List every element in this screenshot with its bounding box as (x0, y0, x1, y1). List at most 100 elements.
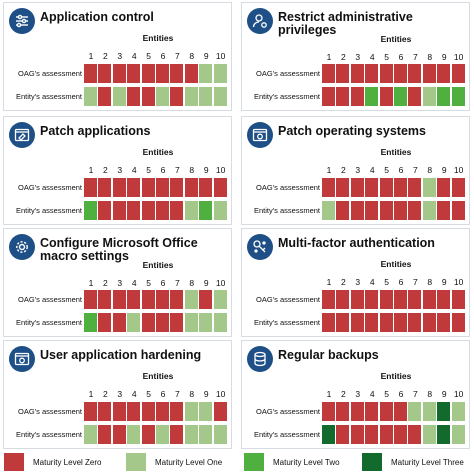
x-tick-label: 3 (117, 389, 123, 399)
heatmap-cell (84, 425, 97, 444)
heatmap-cell (127, 425, 141, 444)
heatmap-cell (112, 425, 126, 444)
heatmap-cell (336, 290, 350, 309)
heatmap-cell (322, 178, 335, 197)
panel-title: Restrict administrative privileges (278, 10, 413, 37)
heatmap-cell (350, 201, 364, 220)
heatmap-cell (394, 402, 407, 421)
heatmap-cell (112, 87, 126, 106)
heatmap-cell (141, 178, 155, 197)
x-tick-label: 7 (413, 277, 418, 287)
row-label-entity: Entity's assessment (15, 92, 82, 101)
row-label-oag: OAG's assessment (18, 69, 82, 78)
row-label-oag: OAG's assessment (256, 183, 320, 192)
x-tick-label: 8 (189, 389, 195, 399)
panel-7: User application hardening Entities 1 2 3 4 5 6… (3, 340, 232, 449)
heatmap-cell (98, 290, 112, 309)
x-tick-label: 4 (131, 389, 137, 399)
heatmap-cell (156, 201, 169, 220)
heatmap-cell (141, 425, 155, 444)
panel-8: Regular backups Entities 1 2 3 4 5 6 7 8 9 10 OAG's … (241, 340, 470, 449)
x-tick-label: 2 (341, 277, 346, 287)
heatmap-cell (199, 87, 213, 106)
heatmap-cell (199, 290, 213, 309)
heatmap-cell (199, 313, 213, 332)
x-tick-label: 8 (427, 389, 433, 399)
x-tick-label: 3 (355, 277, 361, 287)
heatmap-cell (184, 87, 198, 106)
heatmap-cell (422, 290, 436, 309)
heatmap-cell (350, 402, 364, 421)
heatmap-cell (365, 201, 379, 220)
gear-icon (9, 234, 35, 260)
heatmap-cell (322, 290, 335, 309)
heatmap-cell (127, 87, 141, 106)
window-gear-icon (9, 346, 35, 372)
heatmap-cell (112, 178, 126, 197)
x-axis-title: Entities (142, 371, 174, 381)
x-tick-label: 9 (441, 277, 447, 287)
legend-label-three: Maturity Level Three (391, 457, 464, 467)
sliders-icon (9, 8, 35, 34)
heatmap-cell (156, 290, 169, 309)
legend-item-two: Maturity Level Two (244, 452, 340, 472)
x-tick-label: 3 (355, 52, 361, 62)
panel-title: Patch operating systems (278, 124, 426, 138)
legend: Maturity Level Zero Maturity Level One M… (0, 452, 474, 472)
x-tick-label: 6 (398, 165, 404, 175)
x-tick-label: 7 (413, 52, 418, 62)
heatmap-cell (394, 313, 407, 332)
panel-6: Multi-factor authentication Entities 1 2 3 4 5… (241, 228, 470, 337)
legend-swatch-two (244, 453, 264, 471)
heatmap-cell (379, 402, 393, 421)
heatmap-cell (394, 201, 407, 220)
heatmap-cell (170, 178, 184, 197)
x-tick-label: 10 (453, 277, 464, 287)
heatmap-cell (422, 402, 436, 421)
heatmap-cell (336, 425, 350, 444)
heatmap-cell (199, 425, 213, 444)
heatmap-cell (98, 402, 112, 421)
x-tick-label: 3 (117, 51, 123, 61)
x-axis-title: Entities (380, 259, 412, 269)
heatmap-cell (437, 290, 451, 309)
heatmap-cell (422, 425, 436, 444)
window-patch-icon (9, 122, 35, 148)
x-tick-label: 3 (117, 165, 123, 175)
x-tick-label: 9 (441, 52, 447, 62)
x-tick-label: 4 (131, 51, 137, 61)
heatmap-cell (350, 313, 364, 332)
heatmap-cell (365, 290, 379, 309)
heatmap-cell (184, 402, 198, 421)
x-axis-title: Entities (380, 147, 412, 157)
row-label-entity: Entity's assessment (15, 318, 82, 327)
x-tick-label: 6 (398, 389, 404, 399)
heatmap-cell (379, 64, 393, 83)
heatmap-cell (184, 425, 198, 444)
heatmap-cell (422, 64, 436, 83)
x-tick-label: 10 (453, 165, 464, 175)
heatmap-cell (408, 64, 422, 83)
x-tick-label: 7 (175, 165, 180, 175)
heatmap-cell (199, 201, 213, 220)
x-tick-label: 5 (384, 389, 389, 399)
x-tick-label: 6 (160, 165, 166, 175)
heatmap-cell (199, 64, 213, 83)
heatmap-cell (437, 178, 451, 197)
heatmap-cell (127, 313, 141, 332)
heatmap-cell (98, 201, 112, 220)
row-label-entity: Entity's assessment (253, 92, 320, 101)
x-tick-label: 1 (326, 277, 332, 287)
x-tick-label: 6 (160, 278, 166, 288)
heatmap-cell (127, 402, 141, 421)
heatmap-cell (141, 87, 155, 106)
heatmap-cell (322, 87, 335, 106)
heatmap-cell (322, 402, 335, 421)
x-axis-title: Entities (380, 371, 412, 381)
x-tick-label: 5 (146, 51, 151, 61)
heatmap-cell (379, 178, 393, 197)
x-tick-label: 8 (189, 51, 195, 61)
x-tick-label: 10 (215, 278, 226, 288)
x-tick-label: 1 (326, 389, 332, 399)
heatmap-cell (394, 178, 407, 197)
